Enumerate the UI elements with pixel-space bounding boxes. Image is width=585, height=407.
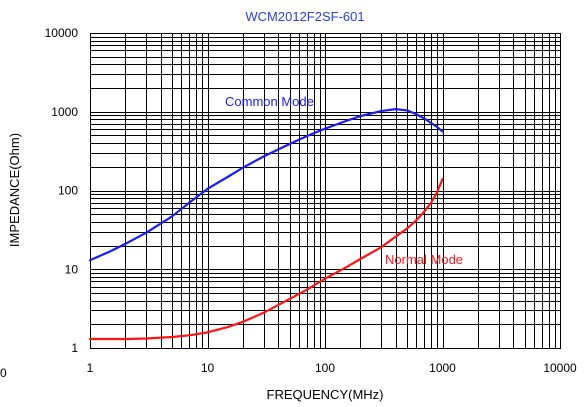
y-tick-label: 1000	[51, 105, 78, 119]
series-line-normal-mode	[88, 177, 444, 341]
y-axis-label: IMPEDANCE(Ohm)	[7, 133, 22, 247]
y-tick-labels: 1 10 100 1000 10000	[45, 26, 79, 355]
x-tick-label: 1000	[429, 361, 456, 375]
grid	[90, 33, 560, 349]
chart-title: WCM2012F2SF-601	[245, 9, 364, 24]
x-tick-label: 1	[87, 361, 94, 375]
stray-tick-label: 0	[0, 366, 7, 380]
x-tick-label: 10000	[543, 361, 577, 375]
x-tick-labels: 1 10 100 1000 10000	[87, 361, 577, 375]
x-tick-label: 10	[201, 361, 215, 375]
y-tick-label: 100	[58, 184, 78, 198]
series-label-normal-mode: Normal Mode	[385, 252, 463, 267]
x-axis-label: FREQUENCY(MHz)	[267, 387, 384, 402]
series-label-common-mode: Common Mode	[225, 94, 314, 109]
y-tick-label: 1	[71, 341, 78, 355]
y-tick-label: 10	[65, 262, 79, 276]
series-line-common-mode	[88, 108, 444, 262]
series-group	[88, 108, 444, 341]
y-tick-label: 10000	[45, 26, 79, 40]
plot-frame	[90, 33, 561, 349]
x-tick-label: 100	[315, 361, 335, 375]
